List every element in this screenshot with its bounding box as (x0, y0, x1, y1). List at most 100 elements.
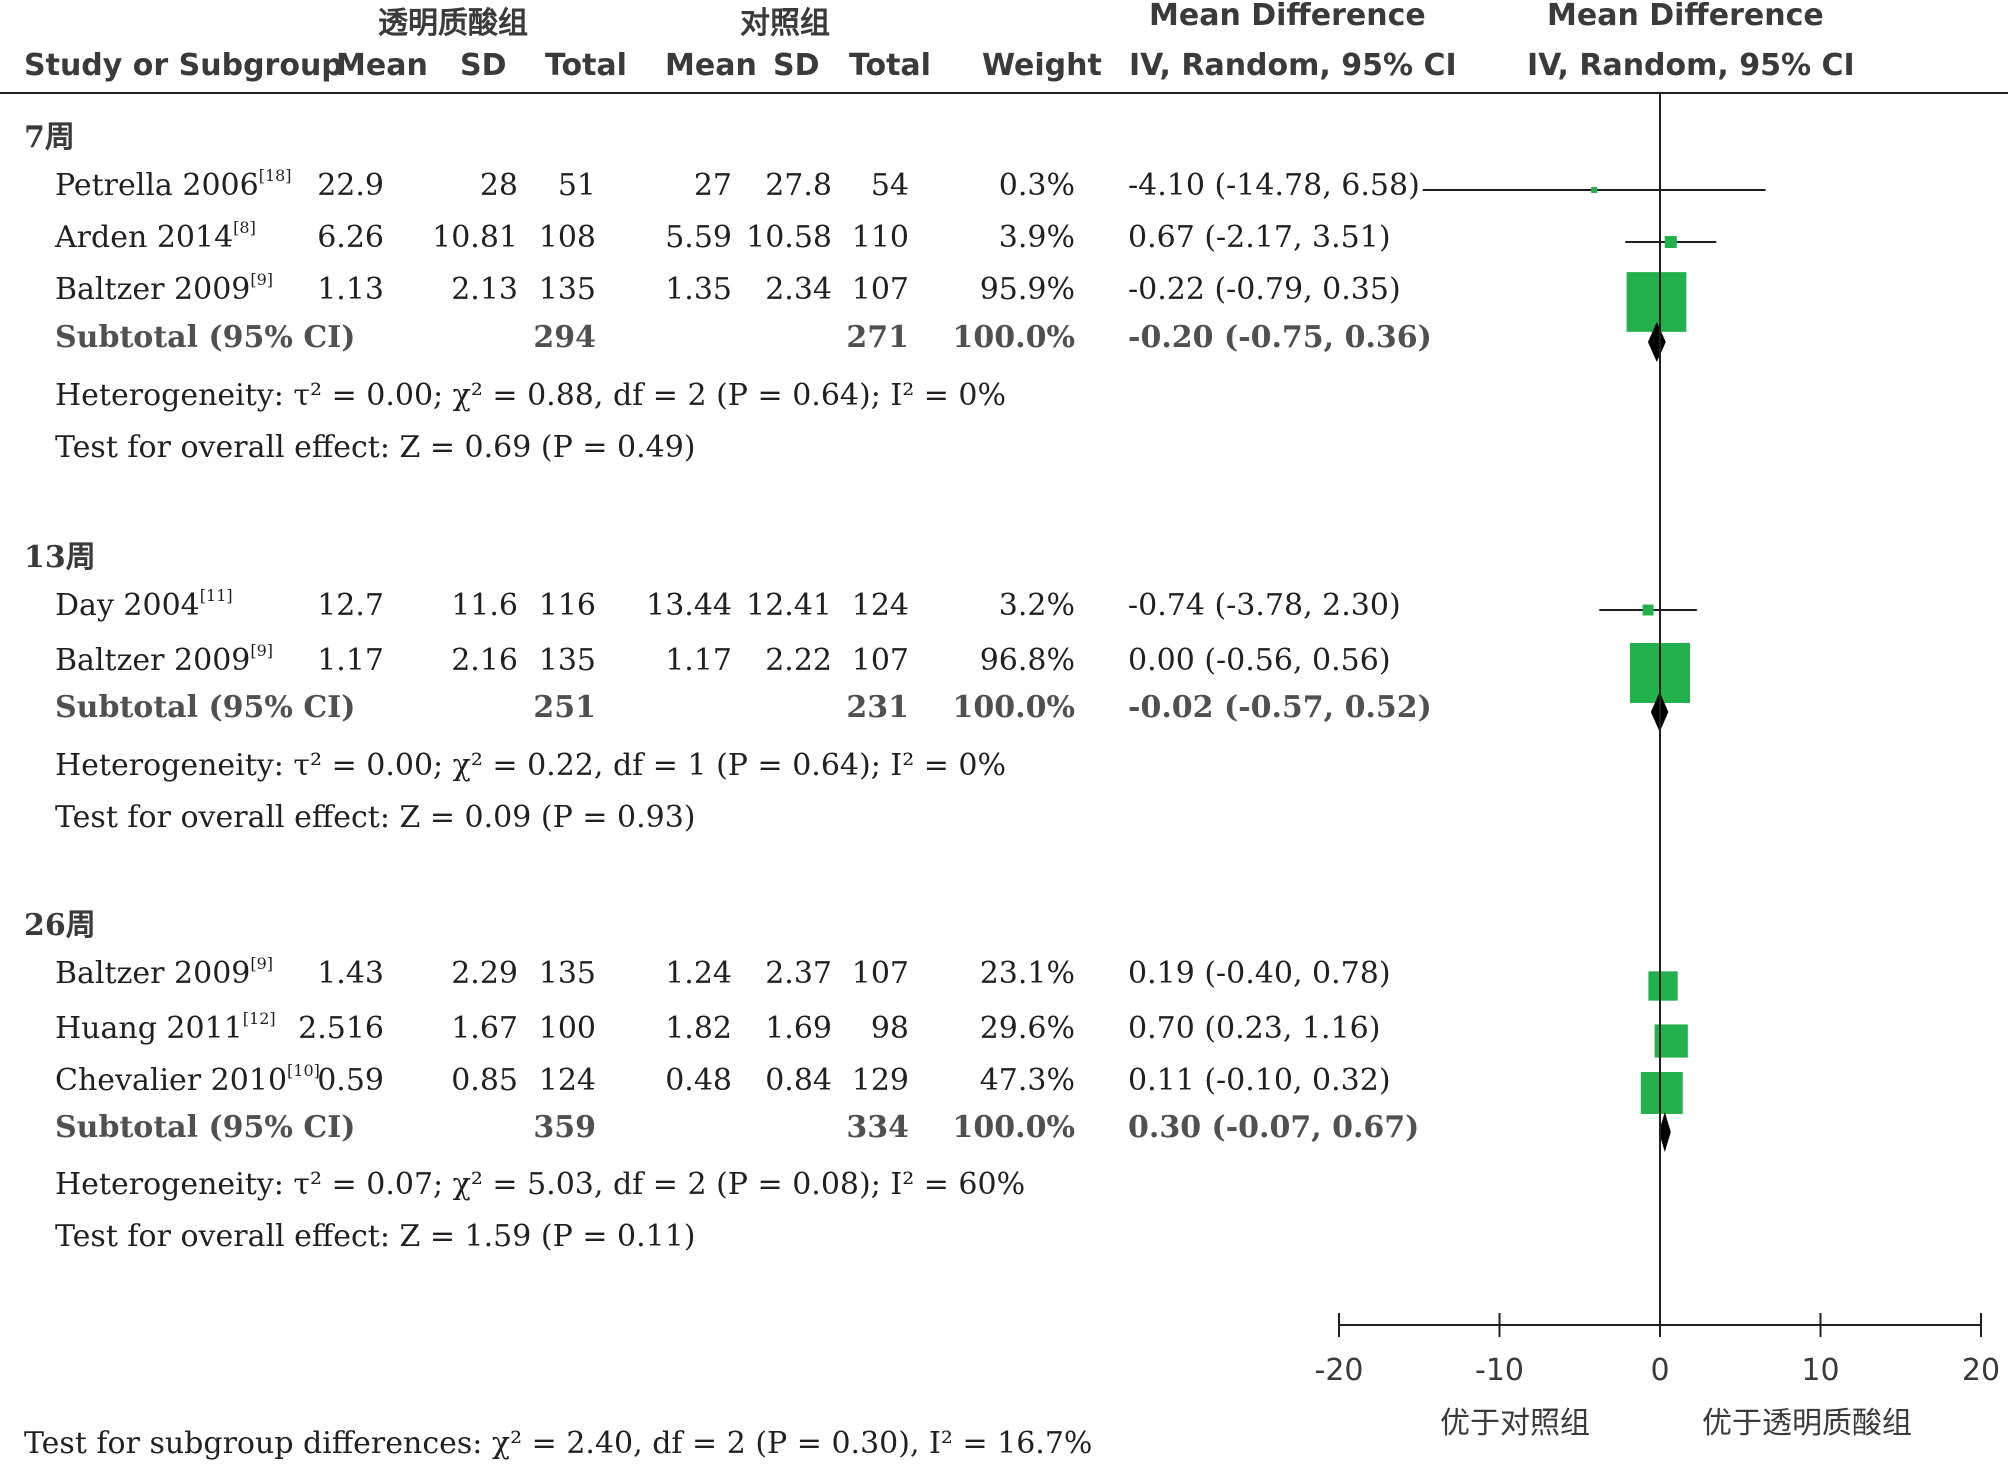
study-reference: [10] (287, 1061, 320, 1080)
cell-ci: -0.22 (-0.79, 0.35) (1128, 272, 1401, 307)
study-effect-square (1626, 272, 1687, 332)
cell-sd2: 2.37 (765, 956, 832, 991)
cell-sd2: 12.41 (746, 588, 832, 623)
group1-label: 透明质酸组 (378, 6, 528, 41)
axis-label-left: 优于对照组 (1440, 1406, 1590, 1441)
cell-mean2: 13.44 (646, 588, 732, 623)
col-study: Study or Subgroup (24, 48, 343, 83)
cell-mean1: 1.13 (317, 272, 384, 307)
axis-label-right: 优于透明质酸组 (1702, 1406, 1912, 1441)
study-row-name: Baltzer 2009[9] (55, 641, 274, 679)
study-reference: [9] (250, 270, 274, 289)
cell-ci: 0.11 (-0.10, 0.32) (1128, 1063, 1391, 1098)
study-reference: [9] (250, 641, 274, 660)
cell-total2: 107 (851, 956, 909, 991)
subgroup-label: 7周 (24, 120, 75, 155)
cell-weight: 95.9% (979, 272, 1075, 307)
cell-sd2: 0.84 (765, 1063, 832, 1098)
cell-weight: 3.9% (998, 220, 1075, 255)
cell-total1: 135 (538, 956, 596, 991)
cell-sd2: 2.34 (765, 272, 832, 307)
cell-total2: 129 (851, 1063, 909, 1098)
col-total1: Total (545, 48, 627, 83)
cell-mean1: 22.9 (317, 168, 384, 203)
cell-total2: 110 (851, 220, 909, 255)
subtotal-weight: 100.0% (952, 690, 1075, 725)
study-name: Day 2004 (55, 588, 200, 623)
x-axis-tick-label: -20 (1315, 1353, 1364, 1388)
subtotal-label: Subtotal (95% CI) (55, 320, 356, 355)
study-effect-square (1648, 971, 1678, 1001)
heterogeneity-text: Heterogeneity: τ² = 0.07; χ² = 5.03, df … (55, 1167, 1026, 1202)
cell-total2: 107 (851, 643, 909, 678)
study-reference: [12] (242, 1009, 276, 1028)
col-sd1: SD (460, 48, 507, 83)
cell-total2: 98 (870, 1011, 909, 1046)
subtotal-weight: 100.0% (952, 320, 1075, 355)
plot-title: Mean Difference (1547, 0, 1824, 33)
study-row-name: Baltzer 2009[9] (55, 270, 274, 308)
study-row-name: Petrella 2006[18] (55, 166, 292, 204)
study-reference: [8] (233, 218, 256, 237)
cell-sd1: 1.67 (451, 1011, 518, 1046)
plot-subtitle: IV, Random, 95% CI (1527, 48, 1855, 83)
subgroup-label: 13周 (24, 540, 96, 575)
cell-ci: 0.67 (-2.17, 3.51) (1128, 220, 1391, 255)
cell-weight: 29.6% (979, 1011, 1075, 1046)
x-axis-tick-label: -10 (1475, 1353, 1524, 1388)
cell-mean2: 1.17 (665, 643, 732, 678)
cell-mean2: 27 (693, 168, 732, 203)
subtotal-ci: -0.02 (-0.57, 0.52) (1128, 690, 1432, 725)
cell-mean2: 0.48 (665, 1063, 732, 1098)
x-axis-tick-label: 10 (1801, 1353, 1839, 1388)
col-weight: Weight (982, 48, 1102, 83)
cell-total2: 54 (870, 168, 909, 203)
x-axis-tick-label: 0 (1650, 1353, 1669, 1388)
cell-mean2: 5.59 (665, 220, 732, 255)
cell-ci: 0.19 (-0.40, 0.78) (1128, 956, 1391, 991)
x-axis-tick-label: 20 (1962, 1353, 2000, 1388)
cell-total2: 124 (851, 588, 909, 623)
study-reference: [18] (258, 166, 292, 185)
overall-effect-text: Test for overall effect: Z = 1.59 (P = 0… (55, 1219, 696, 1254)
subtotal-total1: 251 (533, 690, 596, 725)
md-column-title: Mean Difference (1149, 0, 1426, 33)
cell-mean1: 0.59 (317, 1063, 384, 1098)
subtotal-diamond (1658, 1112, 1671, 1152)
subtotal-label: Subtotal (95% CI) (55, 1110, 356, 1145)
cell-sd1: 2.16 (451, 643, 518, 678)
subtotal-total1: 294 (533, 320, 596, 355)
study-row-name: Baltzer 2009[9] (55, 956, 273, 992)
cell-weight: 47.3% (979, 1063, 1075, 1098)
subtotal-total2: 231 (846, 690, 909, 725)
study-name: Baltzer 2009 (55, 272, 251, 307)
cell-sd1: 10.81 (432, 220, 518, 255)
study-row-name: Day 2004[11] (55, 586, 233, 624)
cell-mean2: 1.35 (665, 272, 732, 307)
study-name: Baltzer 2009 (55, 956, 251, 991)
cell-mean1: 1.43 (317, 956, 384, 991)
cell-sd1: 11.6 (451, 588, 518, 623)
cell-sd2: 10.58 (746, 220, 832, 255)
subtotal-weight: 100.0% (952, 1110, 1075, 1145)
header-rule (0, 92, 2008, 94)
cell-mean1: 2.516 (298, 1011, 384, 1046)
cell-total1: 108 (538, 220, 596, 255)
study-row-name: Arden 2014[8] (55, 218, 256, 256)
cell-weight: 96.8% (979, 643, 1075, 678)
cell-ci: -0.74 (-3.78, 2.30) (1128, 588, 1401, 623)
subtotal-total2: 271 (846, 320, 909, 355)
cell-ci: -4.10 (-14.78, 6.58) (1128, 168, 1420, 203)
cell-weight: 23.1% (979, 956, 1075, 991)
subtotal-label: Subtotal (95% CI) (55, 690, 356, 725)
heterogeneity-text: Heterogeneity: τ² = 0.00; χ² = 0.88, df … (55, 378, 1007, 413)
cell-sd2: 1.69 (765, 1011, 832, 1046)
cell-ci: 0.00 (-0.56, 0.56) (1128, 643, 1391, 678)
cell-sd2: 27.8 (765, 168, 832, 203)
cell-mean1: 12.7 (317, 588, 384, 623)
study-effect-square (1591, 187, 1598, 193)
subtotal-total1: 359 (533, 1110, 596, 1145)
study-reference: [11] (199, 586, 233, 605)
heterogeneity-text: Heterogeneity: τ² = 0.00; χ² = 0.22, df … (55, 748, 1007, 783)
